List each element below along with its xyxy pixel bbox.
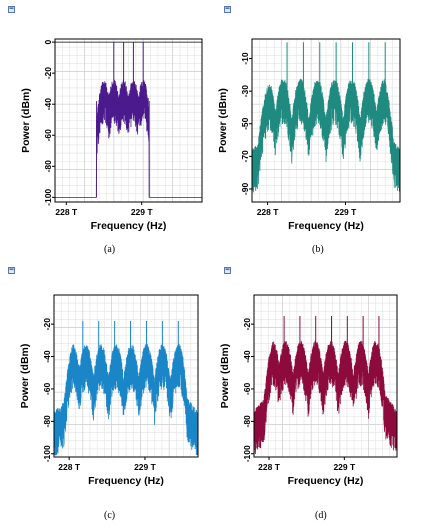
y-tick-label: -90 [240,183,250,196]
caption-c: (c) [104,510,116,521]
y-tick-label: -100 [42,445,52,462]
y-tick-label: -100 [43,189,53,206]
y-axis-title: Power (dBm) [19,344,31,409]
plot-frame [251,38,401,203]
x-tick-label: 229 T [335,207,358,217]
y-tick-label: -70 [240,150,250,163]
x-tick-label: 229 T [131,207,154,217]
window-icon [8,267,15,274]
x-axis-title: Frequency (Hz) [288,475,364,487]
plot-frame [53,294,199,458]
x-axis-title: Frequency (Hz) [288,220,364,232]
y-tick-label: -100 [242,445,252,462]
caption-d: (d) [315,510,327,521]
window-icon [8,6,15,13]
window-icon [224,6,231,13]
y-tick-label: -40 [42,350,52,363]
y-axis-title: Power (dBm) [219,344,231,409]
y-tick-label: -40 [43,98,53,111]
spectrum-trace [55,79,202,198]
x-tick-label: 228 T [58,462,81,472]
spectrum-trace [253,340,398,455]
window-icon [224,267,231,274]
y-tick-label: 0 [43,39,53,44]
spectrum-chart: -20 -40 -60 -80 -100 228 T 229 T Frequency (Hz)… [219,294,398,487]
y-tick-label: -20 [42,318,52,331]
x-tick-label: 229 T [333,462,356,472]
spectrum-trace [251,78,401,194]
x-tick-label: 228 T [257,207,280,217]
caption-b: (b) [312,244,324,255]
y-tick-label: -60 [43,129,53,142]
y-tick-label: -50 [240,117,250,130]
y-tick-label: -80 [242,415,252,428]
spectrum-chart: -10 -30 -50 -70 -90 228 T 229 T Frequency (Hz) P… [217,38,401,232]
plot-frame [54,38,203,203]
chart-panel-b: -10 -30 -50 -70 -90 228 T 229 T Frequency (Hz) P… [217,6,422,261]
x-axis-title: Frequency (Hz) [88,475,164,487]
spectrum-trace [53,343,199,456]
y-tick-label: -60 [242,383,252,396]
chart-panel-d: -20 -40 -60 -80 -100 228 T 229 T Frequency (Hz)… [219,267,422,522]
y-tick-label: -20 [242,318,252,331]
y-tick-label: -20 [43,67,53,80]
y-axis-title: Power (dBm) [217,88,229,153]
y-tick-label: -10 [240,52,250,65]
x-tick-label: 229 T [134,462,157,472]
chart-panel-c: -20 -40 -60 -80 -100 228 T 229 T Frequency (Hz)… [8,267,213,522]
x-tick-label: 228 T [258,462,281,472]
chart-panel-a: 0 -20 -40 -60 -80 -100 228 T 229 T Frequency (Hz… [8,6,213,261]
y-tick-label: -80 [43,160,53,173]
y-tick-label: -30 [240,85,250,98]
x-axis-title: Frequency (Hz) [91,220,167,232]
y-tick-label: -60 [42,383,52,396]
y-tick-label: -40 [242,350,252,363]
y-axis-title: Power (dBm) [20,88,32,153]
plot-frame [253,294,398,458]
spectrum-chart: -20 -40 -60 -80 -100 228 T 229 T Frequency (Hz)… [19,294,199,487]
x-tick-label: 228 T [55,207,78,217]
y-tick-label: -80 [42,415,52,428]
caption-a: (a) [104,244,116,255]
